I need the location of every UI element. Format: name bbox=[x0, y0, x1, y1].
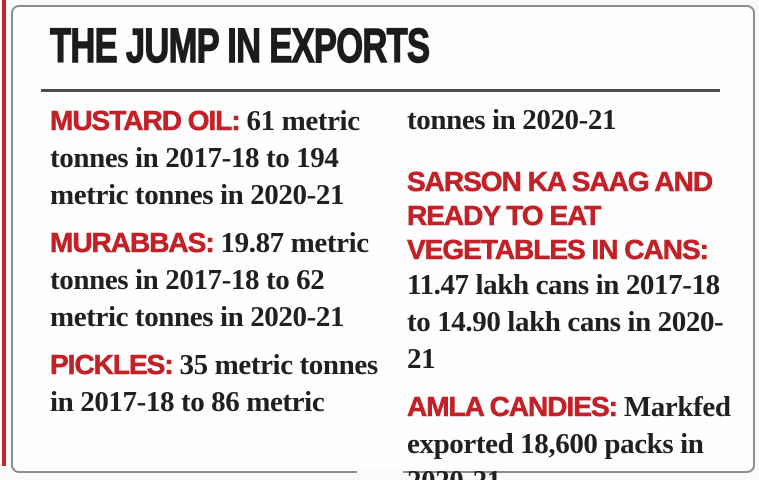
item-text: Markfed exported 18,600 packs in 2020-21 bbox=[407, 391, 731, 480]
item-text: 35 metric tonnes in 2017-18 to 86 metric bbox=[50, 349, 378, 418]
item-label: MURABBAS: bbox=[50, 227, 215, 259]
bottom-border-gap bbox=[357, 468, 403, 474]
left-red-edge-bar bbox=[2, 0, 6, 466]
item-label: SARSON KA SAAG AND READY TO EAT VEGETABL… bbox=[407, 166, 714, 266]
item-text: 61 metric tonnes in 2017-18 to 194 metri… bbox=[50, 105, 360, 211]
item-label: AMLA CANDIES: bbox=[407, 391, 619, 423]
export-item-pickles: PICKLES: 35 metric tonnes in 2017-18 to … bbox=[50, 346, 398, 421]
item-text: tonnes in 2020-21 bbox=[407, 104, 617, 136]
right-column: tonnes in 2020-21 SARSON KA SAAG AND REA… bbox=[407, 102, 741, 480]
item-label: PICKLES: bbox=[50, 349, 174, 381]
item-text: 11.47 lakh cans in 2017-18 to 14.90 lakh… bbox=[407, 269, 724, 375]
export-item-mustard-oil: MUSTARD OIL: 61 metric tonnes in 2017-18… bbox=[50, 102, 398, 214]
exports-panel: THE JUMP IN EXPORTS MUSTARD OIL: 61 metr… bbox=[11, 5, 755, 480]
title-divider bbox=[41, 89, 720, 92]
export-item-murabbas: MURABBAS: 19.87 metric tonnes in 2017-18… bbox=[50, 224, 398, 336]
item-label: MUSTARD OIL: bbox=[50, 105, 241, 137]
page-title-text: THE JUMP IN EXPORTS bbox=[49, 20, 430, 73]
two-column-body: MUSTARD OIL: 61 metric tonnes in 2017-18… bbox=[50, 102, 741, 480]
exports-panel-content: THE JUMP IN EXPORTS MUSTARD OIL: 61 metr… bbox=[13, 7, 753, 480]
page-title: THE JUMP IN EXPORTS bbox=[49, 20, 741, 73]
export-item-pickles-continued: tonnes in 2020-21 bbox=[407, 102, 741, 139]
export-item-amla-candies: AMLA CANDIES: Markfed exported 18,600 pa… bbox=[407, 388, 741, 480]
left-column: MUSTARD OIL: 61 metric tonnes in 2017-18… bbox=[50, 102, 398, 480]
export-item-sarson-saag: SARSON KA SAAG AND READY TO EAT VEGETABL… bbox=[407, 165, 741, 378]
item-text: 19.87 metric tonnes in 2017-18 to 62 met… bbox=[50, 227, 369, 333]
